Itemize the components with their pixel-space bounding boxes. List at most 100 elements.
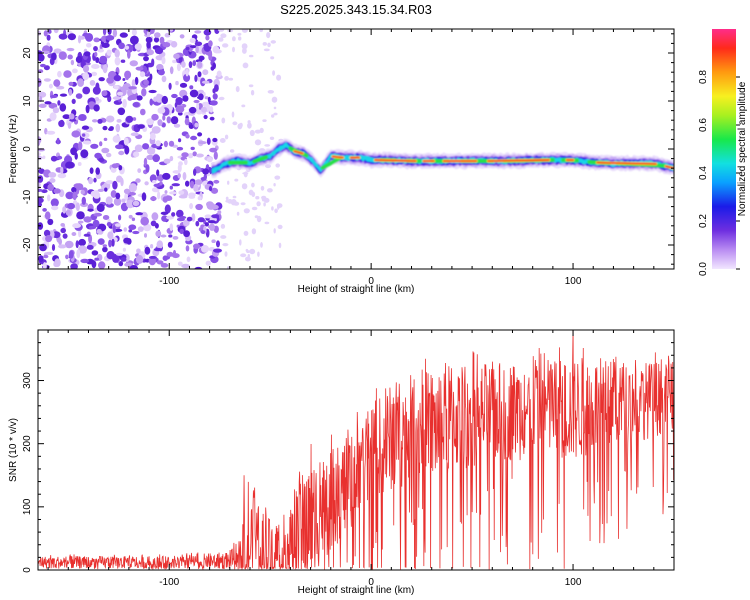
noise-blob: [134, 43, 142, 51]
noise-blob: [157, 191, 161, 200]
noise-blob: [172, 170, 181, 174]
noise-blob: [197, 89, 204, 94]
noise-blob: [134, 144, 143, 153]
spectrogram-ytick-label: -10: [22, 189, 33, 204]
noise-blob: [78, 229, 82, 238]
noise-blob: [51, 205, 59, 211]
noise-blob: [185, 133, 190, 139]
noise-blob-faint: [222, 243, 229, 247]
noise-blob: [154, 32, 161, 38]
noise-blob: [187, 153, 194, 159]
noise-blob: [194, 266, 203, 269]
noise-blob: [128, 214, 133, 219]
colorbar-tick-label: 0.6: [698, 118, 709, 132]
noise-blob: [64, 240, 74, 249]
noise-blob: [65, 161, 74, 169]
noise-blob-faint: [250, 89, 255, 96]
noise-blob: [82, 86, 91, 95]
noise-blob: [124, 45, 130, 50]
noise-blob: [41, 189, 48, 194]
noise-blob: [110, 190, 117, 198]
noise-blob-faint: [236, 211, 240, 216]
noise-blob-faint: [251, 228, 257, 235]
noise-blob: [60, 227, 66, 234]
snr-frame: [37, 329, 675, 571]
noise-blob: [42, 262, 47, 269]
noise-blob: [59, 103, 67, 112]
noise-blob: [160, 211, 169, 215]
noise-blob: [57, 155, 63, 160]
noise-blob: [143, 223, 152, 232]
noise-blob: [177, 163, 182, 173]
noise-blob: [60, 166, 64, 174]
noise-blob: [206, 137, 211, 145]
noise-blob: [153, 183, 161, 188]
noise-blob: [83, 51, 91, 57]
noise-blob: [38, 197, 44, 204]
noise-blob: [209, 106, 214, 113]
noise-blob: [124, 145, 130, 155]
snr-ytick-label: 200: [22, 435, 33, 452]
noise-blob: [166, 251, 174, 257]
noise-blob: [106, 49, 112, 56]
noise-blob: [98, 261, 106, 269]
noise-blob: [169, 66, 174, 75]
noise-blob: [169, 29, 174, 32]
noise-blob: [134, 76, 139, 86]
noise-blob: [46, 130, 56, 135]
noise-blob: [185, 245, 190, 252]
noise-blob: [178, 138, 182, 143]
noise-blob-faint: [256, 201, 261, 207]
noise-blob: [194, 41, 203, 47]
noise-blob: [148, 255, 157, 259]
noise-blob: [209, 147, 218, 153]
noise-blob-faint: [247, 122, 252, 129]
colorbar-label: Normalized spectral amplitude: [737, 81, 748, 216]
noise-blob: [89, 80, 96, 86]
noise-blob: [94, 257, 100, 261]
noise-blob-faint: [240, 202, 246, 206]
noise-blob: [148, 89, 157, 94]
noise-blob: [145, 36, 153, 44]
noise-blob-faint: [263, 48, 270, 52]
noise-blob: [152, 180, 157, 184]
noise-blob-faint: [248, 84, 254, 88]
spectrogram-xtick-label: 0: [368, 276, 374, 287]
noise-blob: [159, 181, 163, 186]
noise-blob: [46, 34, 51, 41]
noise-blob: [81, 125, 90, 130]
noise-blob: [93, 46, 98, 52]
noise-blob: [202, 69, 209, 76]
noise-blob: [62, 233, 68, 239]
noise-blob: [102, 125, 108, 131]
noise-blob: [210, 66, 215, 71]
noise-blob: [125, 73, 130, 81]
noise-blob: [38, 53, 45, 62]
noise-blob: [128, 229, 133, 233]
noise-blob: [181, 61, 186, 68]
noise-blob: [42, 155, 46, 160]
noise-blob: [47, 183, 54, 191]
noise-blob: [120, 177, 124, 187]
noise-blob: [40, 63, 46, 68]
noise-blob-faint: [246, 250, 250, 254]
colorbar-tick-label: 0.2: [698, 214, 709, 228]
noise-blob: [175, 105, 185, 113]
noise-blob-faint: [218, 37, 224, 42]
noise-blob: [123, 237, 131, 244]
noise-blob: [166, 215, 175, 220]
noise-blob: [179, 216, 187, 219]
noise-blob: [189, 37, 196, 44]
noise-blob-faint: [224, 251, 228, 257]
noise-blob: [203, 114, 208, 120]
noise-blob: [115, 252, 123, 256]
noise-blob: [80, 149, 89, 159]
noise-blob: [71, 186, 77, 193]
noise-blob: [177, 173, 181, 179]
noise-blob: [43, 78, 51, 82]
noise-blob: [49, 178, 56, 183]
noise-blob-faint: [219, 138, 226, 143]
noise-blob: [175, 97, 183, 105]
noise-blob: [149, 73, 153, 81]
